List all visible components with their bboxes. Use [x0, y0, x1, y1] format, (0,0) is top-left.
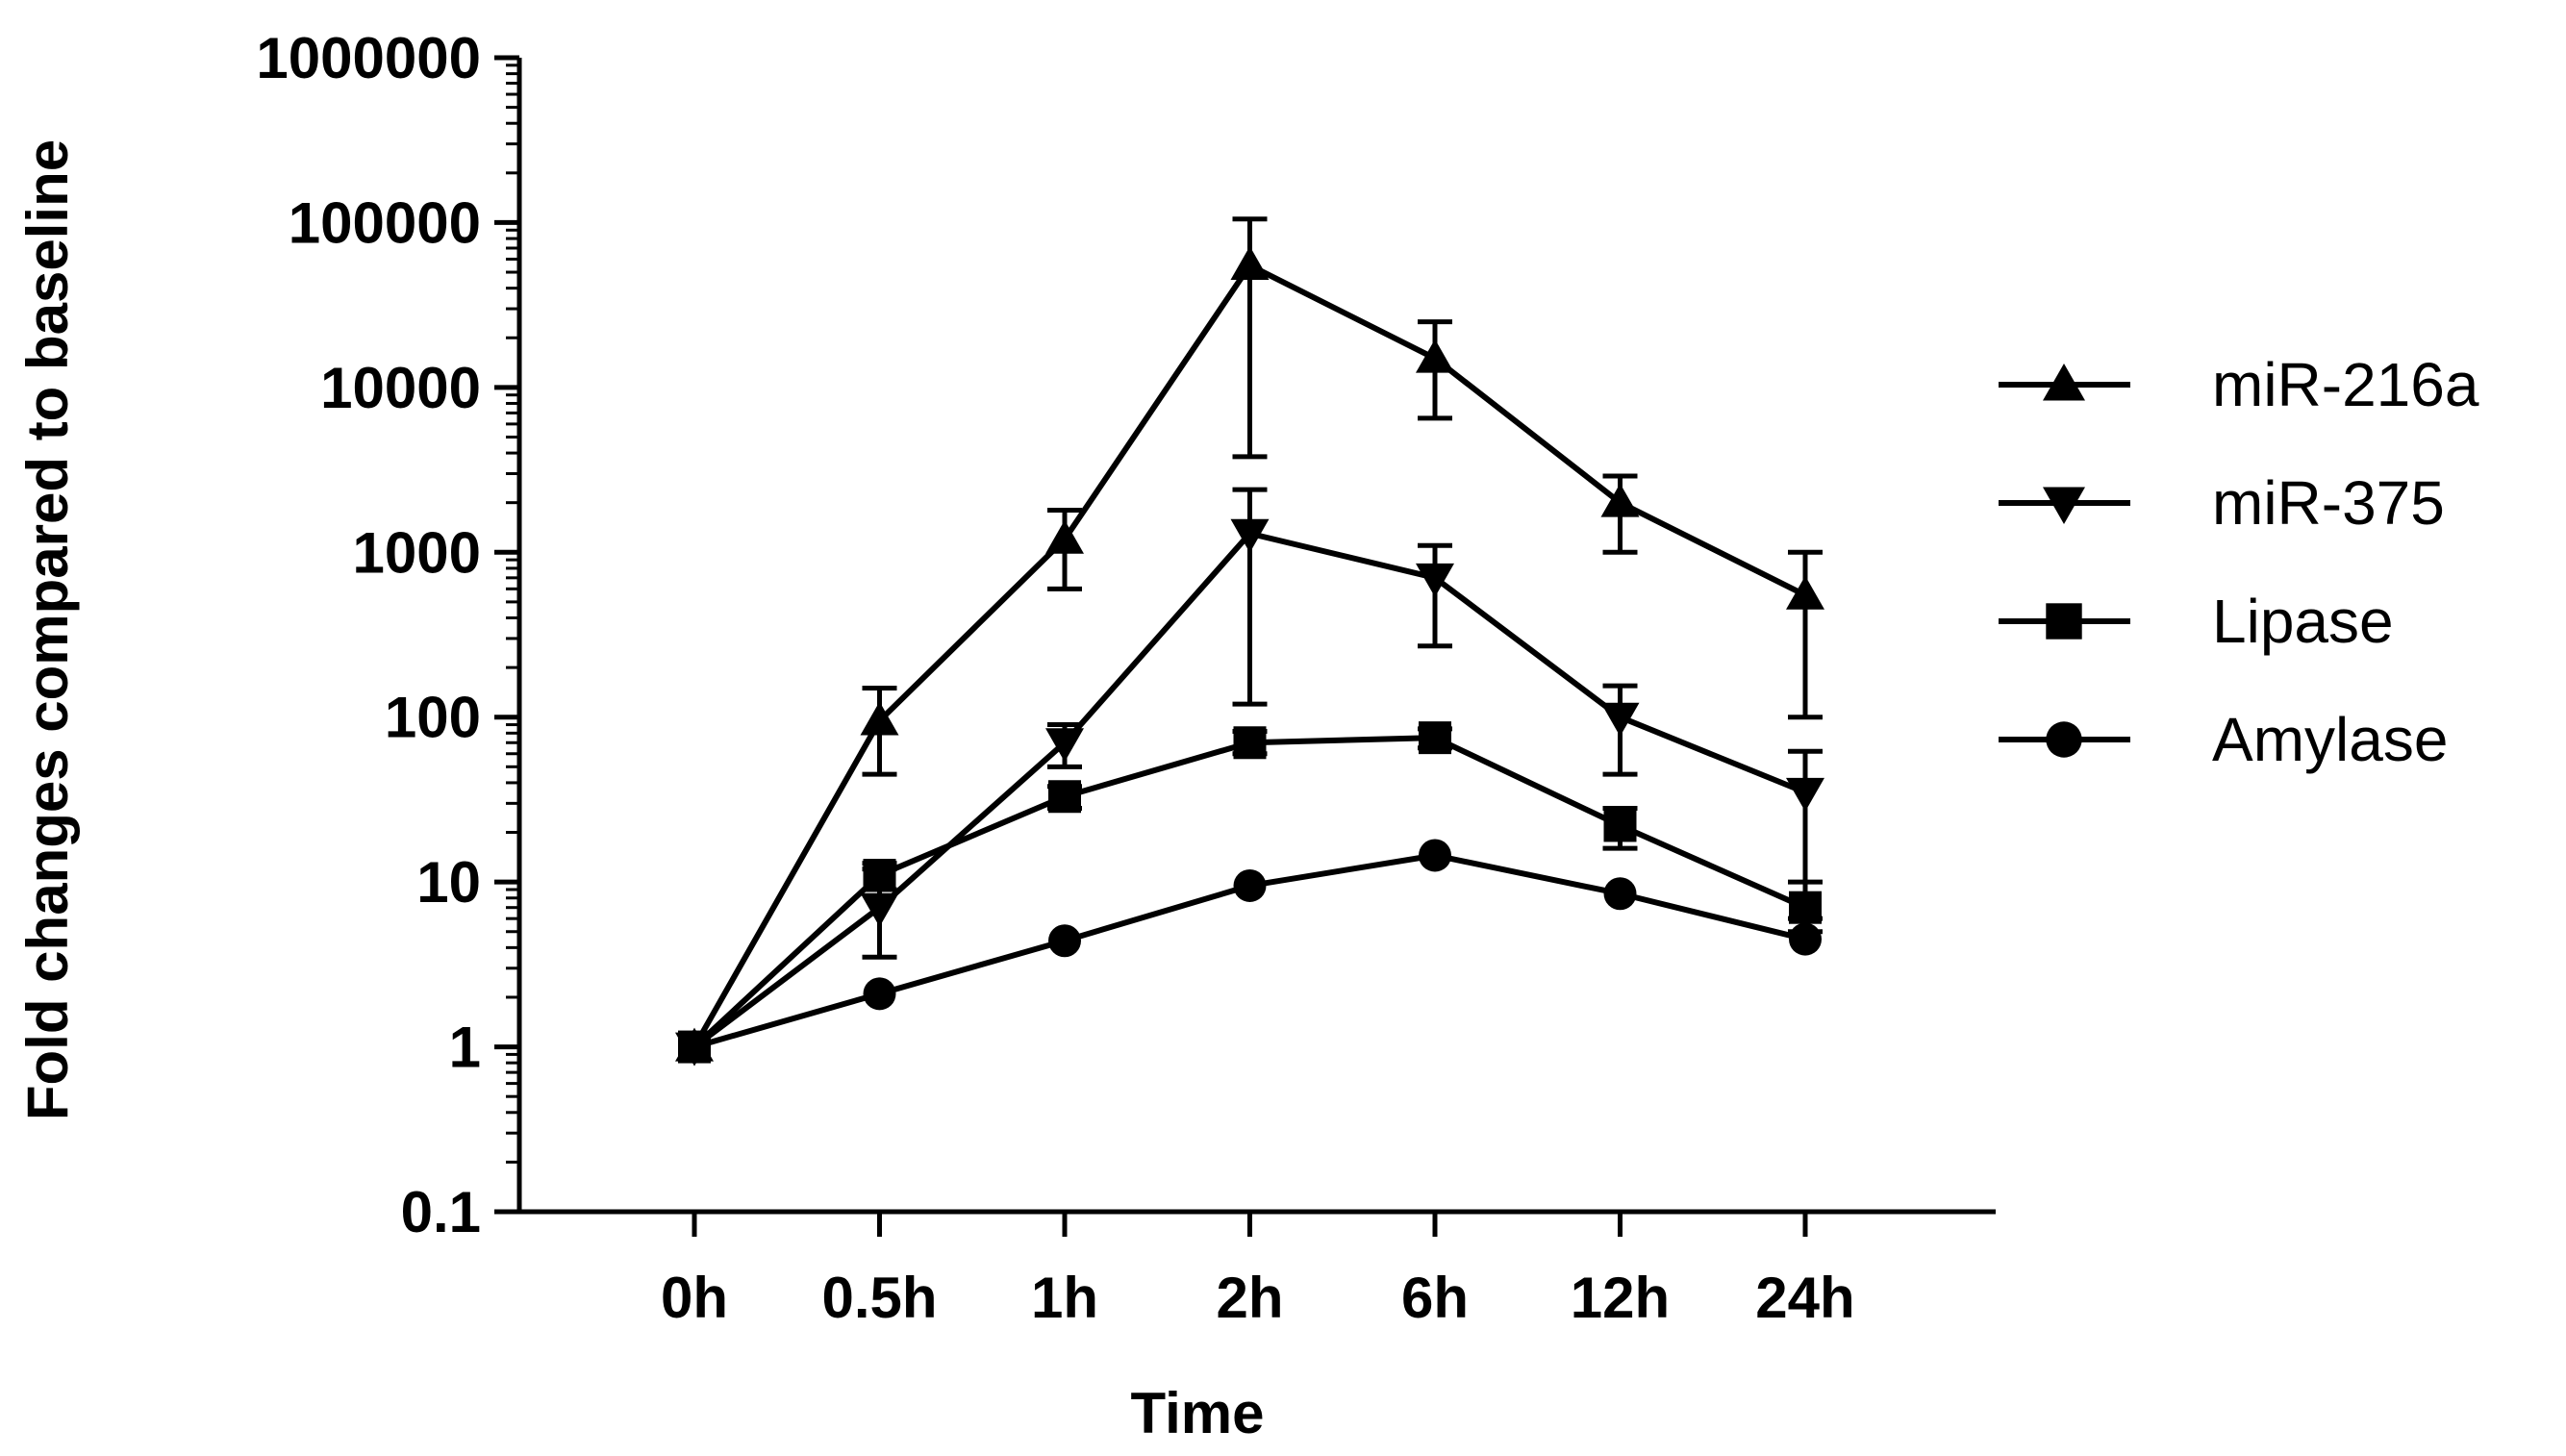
square-marker — [1419, 721, 1451, 755]
x-tick-label: 2h — [1216, 1266, 1283, 1330]
square-marker — [863, 859, 896, 892]
square-marker — [1233, 726, 1267, 760]
legend-item: miR-375 — [1999, 468, 2445, 538]
legend-label: Lipase — [2212, 587, 2394, 656]
square-marker — [1789, 891, 1822, 924]
circle-marker — [1048, 924, 1081, 958]
axes: 1000000 100000 10000 1000 100 10 1 0.1 0h 0.5h 1h 2… — [256, 26, 1996, 1330]
x-tick-label: 0.5h — [821, 1266, 937, 1330]
y-tick-label: 100 — [385, 686, 481, 750]
y-tick-label: 10 — [416, 850, 481, 915]
y-tick-label: 1 — [449, 1016, 481, 1080]
x-tick-label: 24h — [1755, 1266, 1854, 1330]
x-tick-label: 12h — [1571, 1266, 1670, 1330]
legend-label: Amylase — [2212, 705, 2448, 774]
circle-marker — [1603, 877, 1637, 911]
x-tick-label: 1h — [1031, 1266, 1098, 1330]
legend-item: Amylase — [1999, 705, 2448, 774]
triangle-down-marker — [1045, 728, 1084, 763]
circle-marker — [1233, 868, 1267, 902]
triangle-up-marker — [1045, 519, 1084, 554]
circle-marker — [2046, 721, 2082, 758]
y-tick-label: 1000000 — [256, 26, 481, 90]
square-marker — [1048, 780, 1081, 814]
triangle-down-marker — [2043, 487, 2085, 524]
series-layer — [675, 216, 1824, 1067]
y-tick-label: 10000 — [320, 356, 481, 420]
series-mir-375 — [675, 487, 1824, 1067]
x-tick-label: 0h — [661, 1266, 728, 1330]
triangle-up-marker — [1416, 339, 1454, 373]
legend-label: miR-375 — [2212, 468, 2445, 538]
triangle-up-marker — [1230, 245, 1270, 280]
x-axis-title: Time — [1131, 1381, 1265, 1445]
circle-marker — [1789, 922, 1822, 956]
y-tick-label: 0.1 — [401, 1180, 481, 1244]
y-tick-label: 1000 — [353, 520, 481, 585]
triangle-up-marker — [1786, 575, 1824, 610]
circle-marker — [1419, 839, 1451, 872]
legend-item: miR-216a — [1999, 350, 2479, 419]
square-marker — [1603, 809, 1637, 842]
triangle-down-marker — [1600, 702, 1640, 737]
legend-item: Lipase — [1999, 587, 2394, 656]
y-tick-label: 100000 — [289, 190, 481, 255]
triangle-up-marker — [1600, 483, 1640, 517]
circle-marker — [678, 1030, 711, 1064]
x-tick-label: 6h — [1401, 1266, 1469, 1330]
series-mir-216a — [675, 216, 1824, 1062]
square-marker — [2046, 603, 2082, 640]
triangle-up-marker — [860, 701, 899, 736]
triangle-down-marker — [1230, 518, 1270, 553]
legend: miR-216a miR-375 Lipase Amylase — [1999, 350, 2479, 774]
legend-label: miR-216a — [2212, 350, 2479, 419]
triangle-down-marker — [1786, 777, 1824, 812]
y-axis-title: Fold changes compared to baseline — [15, 139, 80, 1120]
circle-marker — [863, 977, 896, 1011]
triangle-up-marker — [2043, 364, 2085, 401]
series-amylase — [678, 839, 1822, 1064]
triangle-down-marker — [860, 892, 899, 927]
triangle-down-marker — [1416, 563, 1454, 597]
